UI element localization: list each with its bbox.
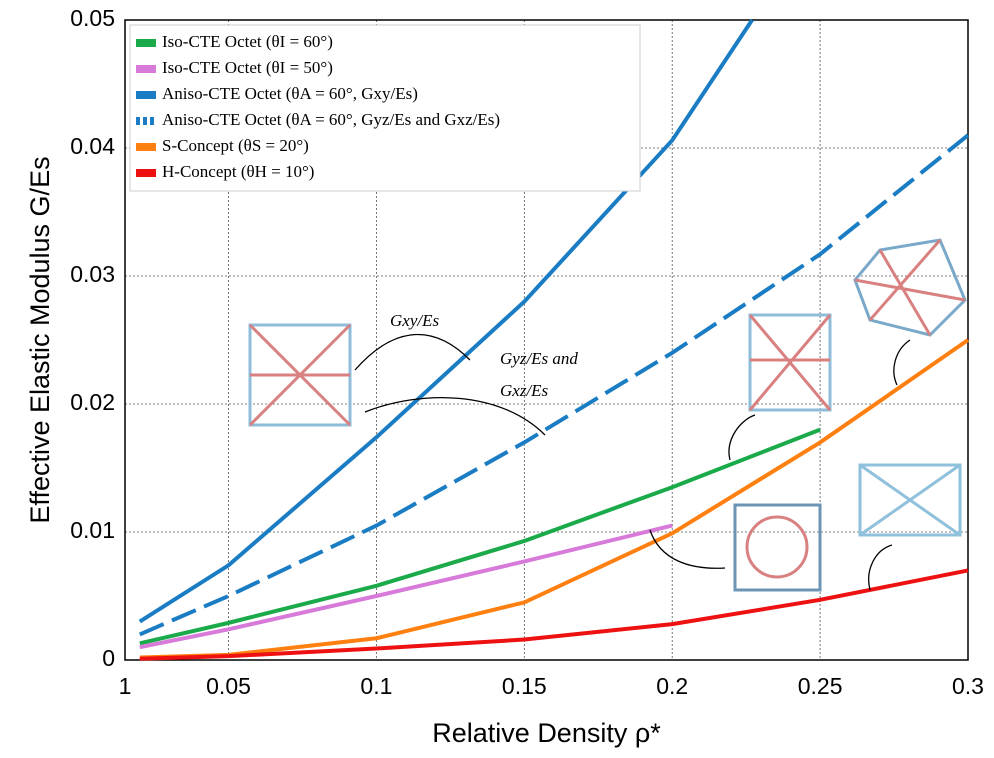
lattice-icons <box>248 238 967 592</box>
lattice <box>745 515 809 579</box>
y-axis-title: Effective Elastic Modulus G/Es <box>25 156 55 523</box>
series-line <box>139 523 673 650</box>
lattice <box>748 313 832 412</box>
annotation: Gxz/Es <box>500 381 549 400</box>
lattice <box>248 323 352 427</box>
y-tick-label: 0 <box>102 645 115 671</box>
x-tick-label: 0.3 <box>952 673 984 699</box>
x-tick-label: 0.05 <box>206 673 251 699</box>
arrow <box>728 414 756 461</box>
y-tick-label: 0.03 <box>70 261 115 287</box>
x-tick-label: 0.1 <box>360 673 392 699</box>
y-tick-label: 0.04 <box>70 133 115 159</box>
x-tick-label: 0.25 <box>798 673 843 699</box>
lattice <box>853 238 967 337</box>
arrow <box>364 396 546 436</box>
x-tick-label: 1 <box>119 673 132 699</box>
legend-label: Iso-CTE Octet (θI = 60°) <box>162 32 333 51</box>
legend-label: H-Concept (θH = 10°) <box>162 162 314 181</box>
legend-label: Aniso-CTE Octet (θA = 60°, Gxy/Es) <box>162 84 418 103</box>
legend-label: Aniso-CTE Octet (θA = 60°, Gyz/Es and Gx… <box>162 110 500 129</box>
series-line <box>139 568 969 661</box>
arrow <box>868 544 893 591</box>
y-tick-label: 0.02 <box>70 389 115 415</box>
y-tick-label: 0.05 <box>70 5 115 31</box>
series-line <box>138 133 970 637</box>
series-line <box>138 18 754 624</box>
legend-box <box>129 24 641 192</box>
x-tick-label: 0.15 <box>502 673 547 699</box>
lattice <box>748 314 832 411</box>
x-axis-title: Relative Density ρ* <box>432 718 661 748</box>
series-line <box>139 427 821 646</box>
legend-label: S-Concept (θS = 20°) <box>162 136 309 155</box>
x-tick-label: 0.2 <box>656 673 688 699</box>
annotation: Gxy/Es <box>390 311 439 330</box>
lattice <box>733 503 822 592</box>
annotation: Gyz/Es and <box>500 349 578 368</box>
lattice <box>858 463 962 537</box>
arrow <box>649 529 726 569</box>
y-tick-label: 0.01 <box>70 517 115 543</box>
arrow <box>893 339 911 386</box>
series-line <box>139 338 970 660</box>
lattice <box>854 239 966 336</box>
arrows <box>354 333 911 591</box>
legend-label: Iso-CTE Octet (θI = 50°) <box>162 58 333 77</box>
arrow <box>354 333 471 371</box>
